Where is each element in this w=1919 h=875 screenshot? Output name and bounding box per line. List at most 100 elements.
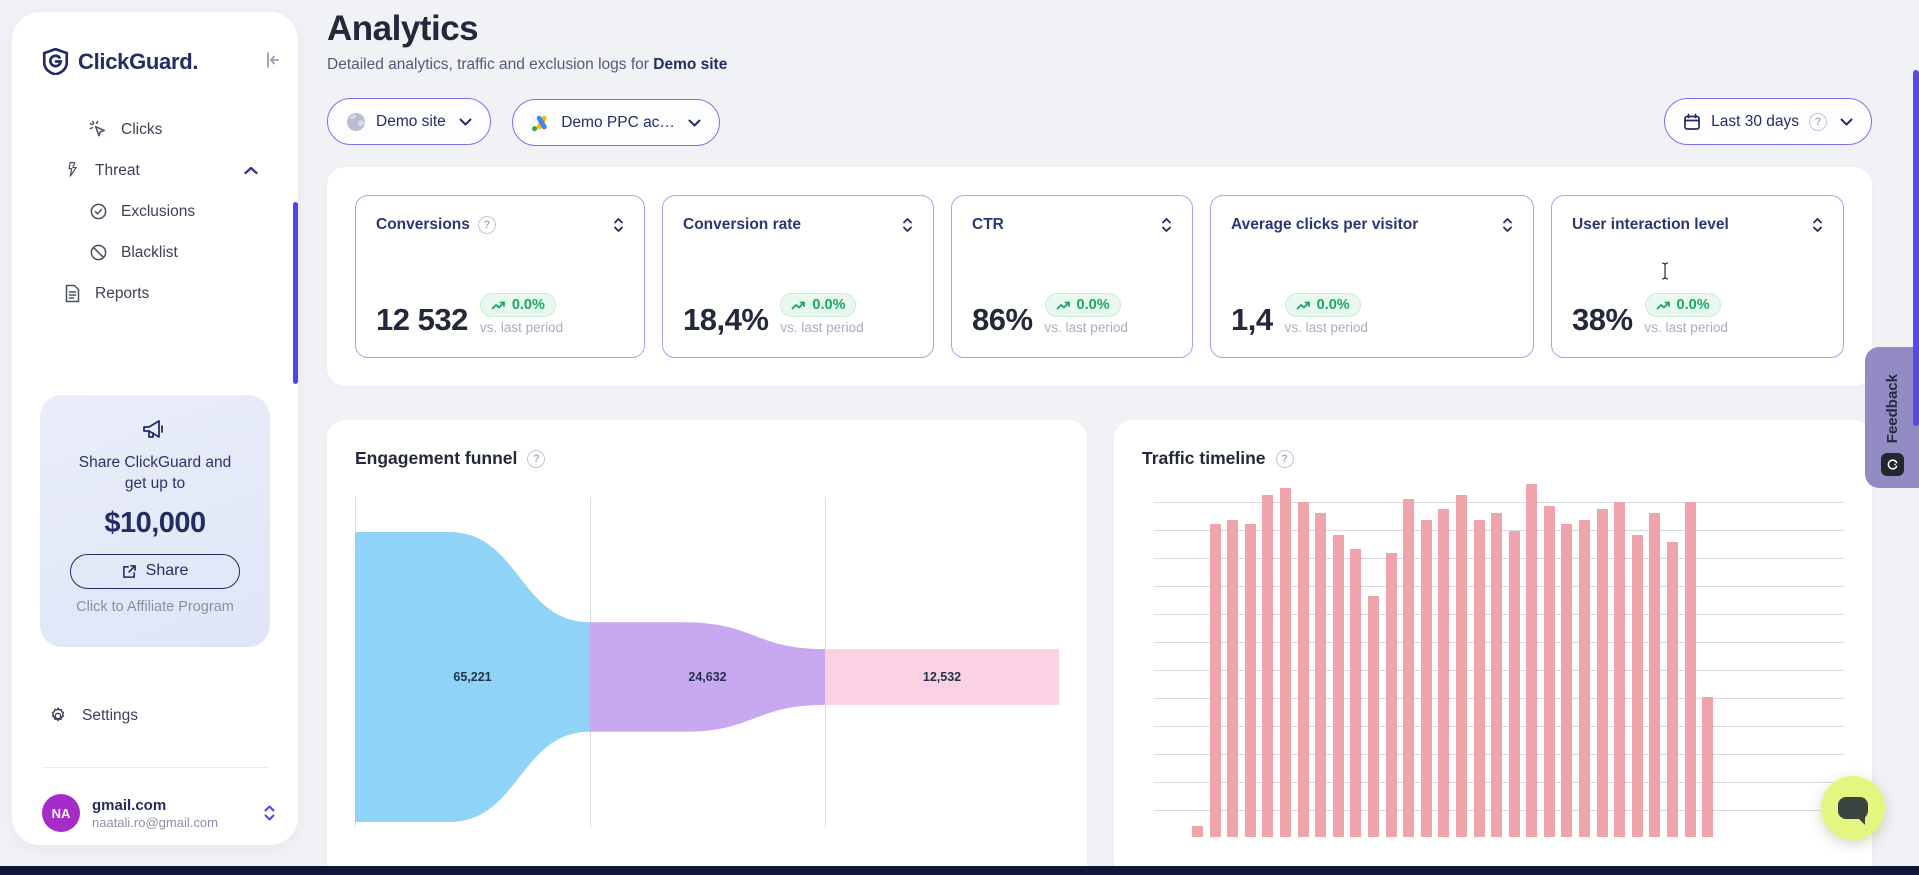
timeline-bar[interactable] xyxy=(1350,549,1362,837)
gear-icon xyxy=(48,706,68,726)
sort-icon[interactable] xyxy=(1812,217,1823,233)
help-icon[interactable]: ? xyxy=(527,449,546,468)
trend-value: 0.0% xyxy=(1076,297,1110,313)
timeline-bar[interactable] xyxy=(1543,505,1555,837)
help-icon[interactable]: ? xyxy=(477,216,496,234)
timeline-bar[interactable] xyxy=(1579,520,1591,837)
timeline-bar[interactable] xyxy=(1508,531,1520,837)
sidebar-collapse-icon[interactable] xyxy=(262,50,282,70)
ppc-account-select-label: Demo PPC ac… xyxy=(561,113,675,131)
date-range-label: Last 30 days xyxy=(1711,112,1799,130)
chat-launcher-button[interactable] xyxy=(1821,776,1885,840)
megaphone-icon xyxy=(140,417,170,443)
timeline-bar[interactable] xyxy=(1385,552,1397,837)
sidebar-item-label: Threat xyxy=(95,161,140,179)
engagement-funnel-chart[interactable]: 65,221 24,632 12,532 xyxy=(355,497,1059,827)
timeline-bar[interactable] xyxy=(1297,502,1309,837)
funnel-stage[interactable] xyxy=(355,532,590,822)
cursor-click-icon xyxy=(88,120,108,139)
promo-caption[interactable]: Click to Affiliate Program xyxy=(76,598,234,615)
chart-title: Traffic timeline xyxy=(1142,448,1266,468)
timeline-bar[interactable] xyxy=(1702,696,1714,837)
chevron-down-icon xyxy=(688,119,701,127)
site-select-button[interactable]: Demo site xyxy=(327,98,491,145)
timeline-bar[interactable] xyxy=(1438,509,1450,837)
page-title: Analytics xyxy=(327,9,479,48)
kpi-value: 12 532 xyxy=(376,302,468,337)
timeline-bar[interactable] xyxy=(1227,520,1239,837)
trend-badge: 0.0% xyxy=(780,293,857,317)
sidebar-item-clicks[interactable]: Clicks xyxy=(12,109,298,150)
brand-logo[interactable]: ClickGuard. xyxy=(12,12,298,75)
chevron-down-icon xyxy=(459,118,472,126)
kpi-card-conversions: Conversions ? 12 532 0.0% vs. last perio… xyxy=(355,195,645,358)
sidebar-item-exclusions[interactable]: Exclusions xyxy=(12,191,298,232)
kpi-compare: vs. last period xyxy=(479,320,564,335)
sidebar-item-label: Blacklist xyxy=(121,243,178,261)
kpi-value: 18,4% xyxy=(683,302,769,337)
sidebar-item-threat[interactable]: Threat xyxy=(12,150,298,191)
traffic-timeline-chart[interactable] xyxy=(1154,477,1844,837)
timeline-bar[interactable] xyxy=(1262,495,1274,837)
timeline-bar[interactable] xyxy=(1209,523,1221,837)
sort-icon[interactable] xyxy=(1502,217,1513,233)
timeline-bar[interactable] xyxy=(1192,826,1203,837)
help-icon[interactable]: ? xyxy=(1275,449,1294,468)
page-subtitle-site: Demo site xyxy=(653,56,728,73)
date-range-select-button[interactable]: Last 30 days ? xyxy=(1664,98,1872,145)
timeline-bar[interactable] xyxy=(1473,520,1485,837)
sidebar-item-label: Exclusions xyxy=(121,202,196,220)
badge-check-icon xyxy=(88,202,108,221)
promo-text-line2: get up to xyxy=(124,474,186,492)
help-icon[interactable]: ? xyxy=(1809,112,1827,131)
sidebar-item-blacklist[interactable]: Blacklist xyxy=(12,232,298,273)
traffic-timeline-card: Traffic timeline ? xyxy=(1114,420,1872,875)
kpi-value: 38% xyxy=(1572,302,1633,337)
blocked-icon xyxy=(88,243,108,262)
timeline-bar[interactable] xyxy=(1667,541,1679,837)
chevron-up-icon[interactable] xyxy=(244,166,258,175)
sort-icon[interactable] xyxy=(613,217,624,233)
chevron-up-down-icon[interactable] xyxy=(263,804,276,822)
trend-up-icon xyxy=(1656,301,1670,309)
timeline-bar[interactable] xyxy=(1491,513,1503,837)
share-button[interactable]: Share xyxy=(70,553,240,589)
timeline-bar[interactable] xyxy=(1420,520,1432,837)
sort-icon[interactable] xyxy=(1161,217,1172,233)
timeline-bar[interactable] xyxy=(1649,513,1661,837)
funnel-stage[interactable] xyxy=(825,649,1059,705)
timeline-bar[interactable] xyxy=(1332,534,1344,837)
engagement-funnel-card: Engagement funnel ? 65,221 24,632 12,532 xyxy=(327,420,1087,875)
timeline-bar[interactable] xyxy=(1614,502,1626,837)
kpi-card-user-interaction-level: User interaction level 38% 0.0% vs. last… xyxy=(1551,195,1844,358)
feedback-chat-icon xyxy=(1880,453,1904,476)
timeline-bar[interactable] xyxy=(1526,484,1538,837)
kpi-label: Conversion rate xyxy=(683,216,802,233)
trend-badge: 0.0% xyxy=(479,293,556,317)
timeline-bar[interactable] xyxy=(1631,534,1643,837)
google-ads-icon xyxy=(531,114,551,132)
charts-row: Engagement funnel ? 65,221 24,632 12,532 T… xyxy=(327,420,1872,875)
sort-icon[interactable] xyxy=(902,217,913,233)
trend-up-icon xyxy=(792,301,806,309)
ppc-account-select-button[interactable]: Demo PPC ac… xyxy=(512,99,720,146)
feedback-tab[interactable]: Feedback xyxy=(1865,347,1919,488)
timeline-bar[interactable] xyxy=(1367,595,1379,837)
timeline-bar[interactable] xyxy=(1561,523,1573,837)
timeline-bar[interactable] xyxy=(1279,487,1291,837)
timeline-bar[interactable] xyxy=(1684,502,1696,837)
timeline-bar[interactable] xyxy=(1455,495,1467,837)
timeline-bar[interactable] xyxy=(1596,509,1608,837)
sidebar-item-reports[interactable]: Reports xyxy=(12,273,298,314)
funnel-stage[interactable] xyxy=(590,622,825,732)
timeline-bar[interactable] xyxy=(1315,513,1327,837)
account-switcher[interactable]: NA gmail.com naatali.ro@gmail.com xyxy=(12,794,298,832)
filters-row: Demo site Demo PPC ac… xyxy=(327,98,1872,146)
timeline-bar[interactable] xyxy=(1244,523,1256,837)
timeline-bar[interactable] xyxy=(1403,498,1415,837)
sidebar-scroll-indicator[interactable] xyxy=(293,202,298,384)
affiliate-promo-card[interactable]: Share ClickGuard and get up to $10,000 S… xyxy=(40,395,270,647)
page-subtitle-prefix: Detailed analytics, traffic and exclusio… xyxy=(327,56,654,73)
sidebar-item-settings[interactable]: Settings xyxy=(12,696,298,736)
scrollbar-thumb[interactable] xyxy=(1913,70,1919,426)
